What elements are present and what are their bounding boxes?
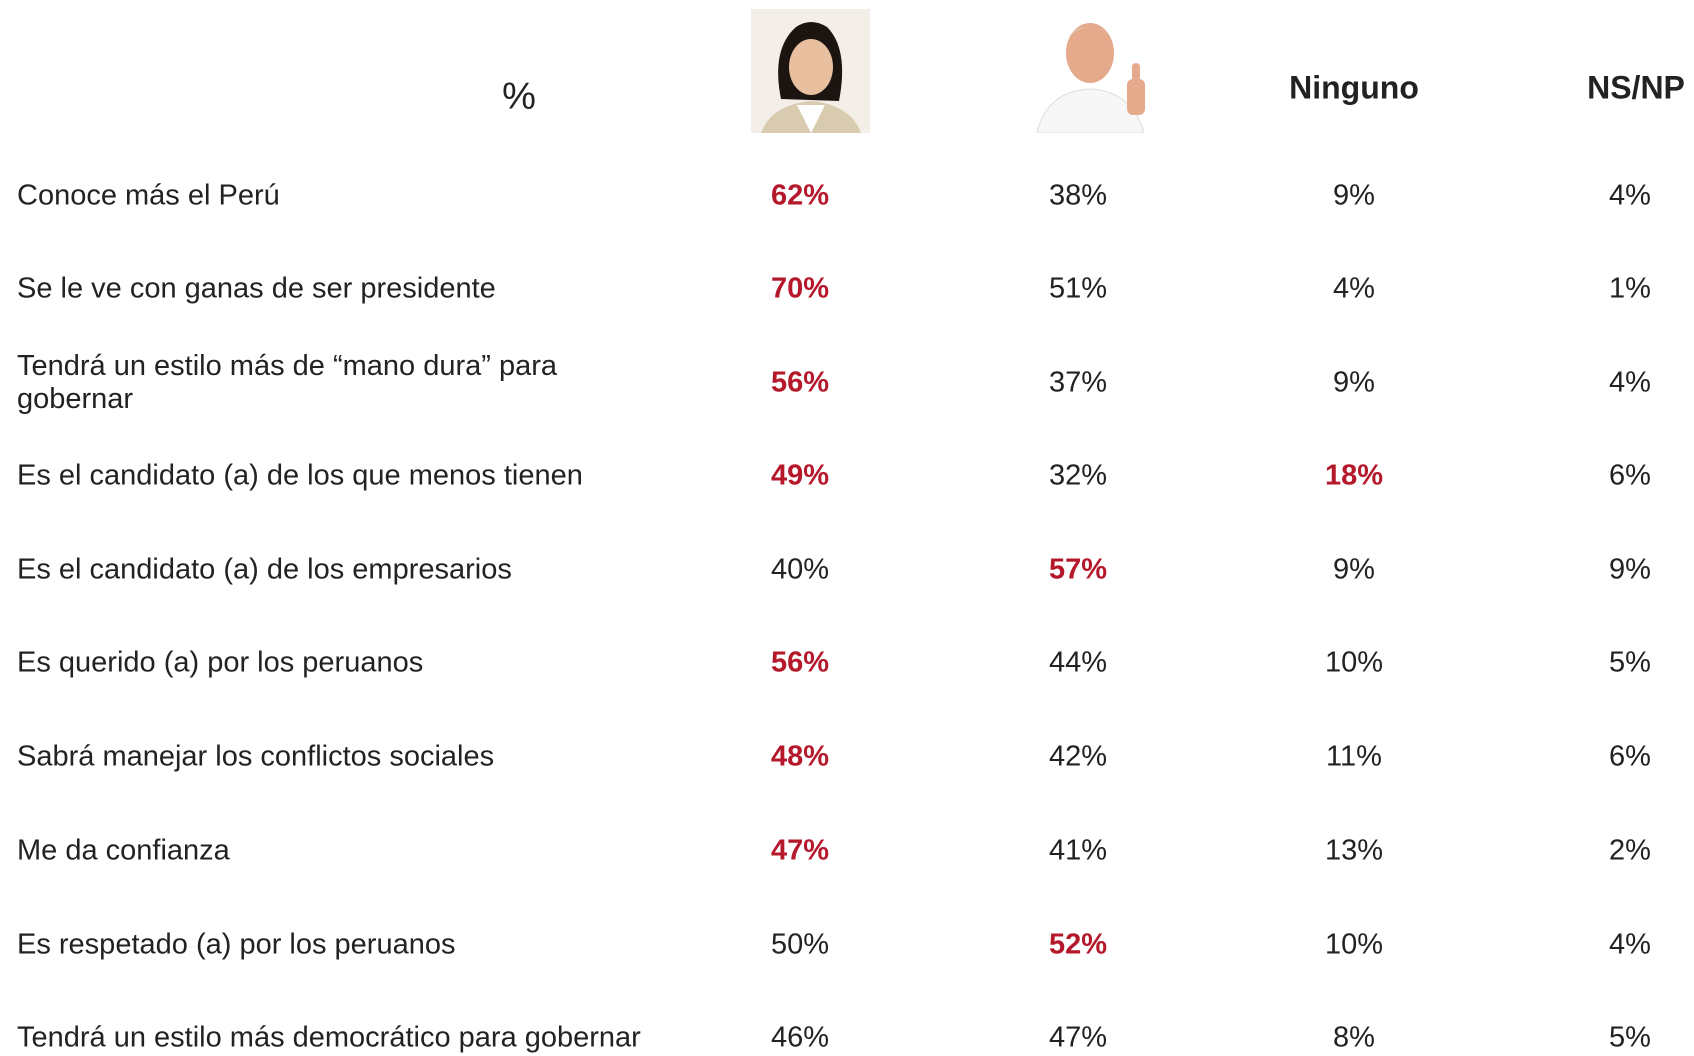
cell-value: 9% <box>1333 366 1375 399</box>
cell-value: 40% <box>770 553 830 586</box>
cell-value: 51% <box>1048 272 1108 305</box>
candidate-photo <box>1032 9 1165 133</box>
cell-value: 49% <box>770 459 830 492</box>
column-header: Ninguno <box>1289 69 1419 106</box>
cell-value: 5% <box>1609 1021 1651 1054</box>
cell-value: 5% <box>1609 646 1651 679</box>
cell-value: 9% <box>1333 179 1375 212</box>
cell-value: 38% <box>1048 179 1108 212</box>
cell-value: 42% <box>1048 740 1108 773</box>
cell-value: 70% <box>770 272 830 305</box>
cell-value: 9% <box>1333 553 1375 586</box>
cell-value: 44% <box>1048 646 1108 679</box>
row-label: Es el candidato (a) de los empresarios <box>17 553 512 586</box>
cell-value: 4% <box>1609 179 1651 212</box>
row-label: Tendrá un estilo más de “mano dura” para… <box>17 350 558 415</box>
cell-value: 47% <box>770 834 830 867</box>
candidate-photo <box>751 9 870 133</box>
cell-value: 62% <box>770 179 830 212</box>
cell-value: 10% <box>1324 646 1384 679</box>
cell-value: 1% <box>1609 272 1651 305</box>
cell-value: 11% <box>1326 740 1382 773</box>
cell-value: 37% <box>1048 366 1108 399</box>
cell-value: 9% <box>1609 553 1651 586</box>
column-header: NS/NP <box>1587 69 1685 106</box>
cell-value: 52% <box>1048 928 1108 961</box>
cell-value: 47% <box>1048 1021 1108 1054</box>
cell-value: 2% <box>1609 834 1651 867</box>
cell-value: 4% <box>1609 366 1651 399</box>
cell-value: 18% <box>1324 459 1384 492</box>
row-label: Es respetado (a) por los peruanos <box>17 928 456 961</box>
cell-value: 41% <box>1048 834 1108 867</box>
cell-value: 10% <box>1324 928 1384 961</box>
row-label: Es querido (a) por los peruanos <box>17 646 424 679</box>
cell-value: 46% <box>770 1021 830 1054</box>
cell-value: 48% <box>770 740 830 773</box>
row-label: Me da confianza <box>17 834 230 867</box>
row-label: Sabrá manejar los conflictos sociales <box>17 740 495 773</box>
cell-value: 32% <box>1048 459 1108 492</box>
cell-value: 56% <box>770 646 830 679</box>
percent-header: % <box>502 75 536 118</box>
cell-value: 8% <box>1333 1021 1375 1054</box>
cell-value: 4% <box>1333 272 1375 305</box>
row-label: Conoce más el Perú <box>17 179 280 212</box>
cell-value: 6% <box>1609 459 1651 492</box>
cell-value: 56% <box>770 366 830 399</box>
cell-value: 4% <box>1609 928 1651 961</box>
cell-value: 13% <box>1324 834 1384 867</box>
row-label: Tendrá un estilo más democrático para go… <box>17 1021 641 1054</box>
row-label: Se le ve con ganas de ser presidente <box>17 272 496 305</box>
cell-value: 50% <box>770 928 830 961</box>
row-label: Es el candidato (a) de los que menos tie… <box>17 459 583 492</box>
cell-value: 57% <box>1048 553 1108 586</box>
cell-value: 6% <box>1609 740 1651 773</box>
